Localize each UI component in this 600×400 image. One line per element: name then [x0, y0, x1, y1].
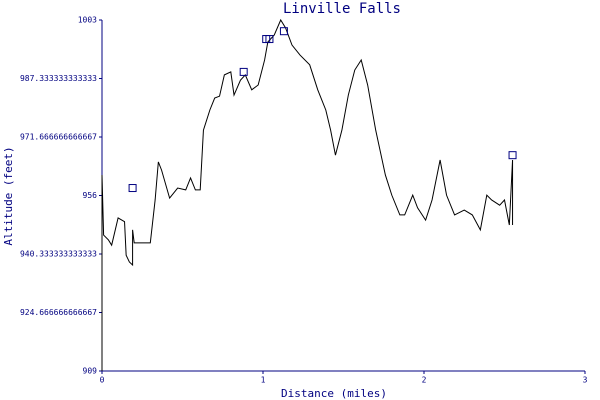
y-tick-label: 909 [83, 367, 98, 376]
waypoint-marker [265, 35, 274, 44]
x-axis-label: Distance (miles) [281, 387, 387, 400]
y-tick-label: 956 [83, 191, 98, 200]
altitude-line [101, 18, 514, 371]
y-tick-label: 940.333333333333 [20, 250, 97, 259]
x-tick-label: 1 [261, 376, 266, 385]
waypoint-marker [128, 184, 137, 193]
y-tick-label: 1003 [78, 16, 97, 25]
x-tick-label: 0 [100, 376, 105, 385]
waypoint-marker [508, 151, 517, 160]
y-axis-label: Altitude (feet) [2, 146, 15, 245]
y-tick-label: 924.666666666667 [20, 308, 97, 317]
y-tick-label: 987.333333333333 [20, 74, 97, 83]
chart-title: Linville Falls [283, 1, 401, 17]
waypoint-marker [279, 27, 288, 36]
y-tick-label: 971.666666666667 [20, 133, 97, 142]
waypoint-marker [239, 67, 248, 76]
x-tick-label: 3 [583, 376, 588, 385]
x-tick-label: 2 [422, 376, 427, 385]
